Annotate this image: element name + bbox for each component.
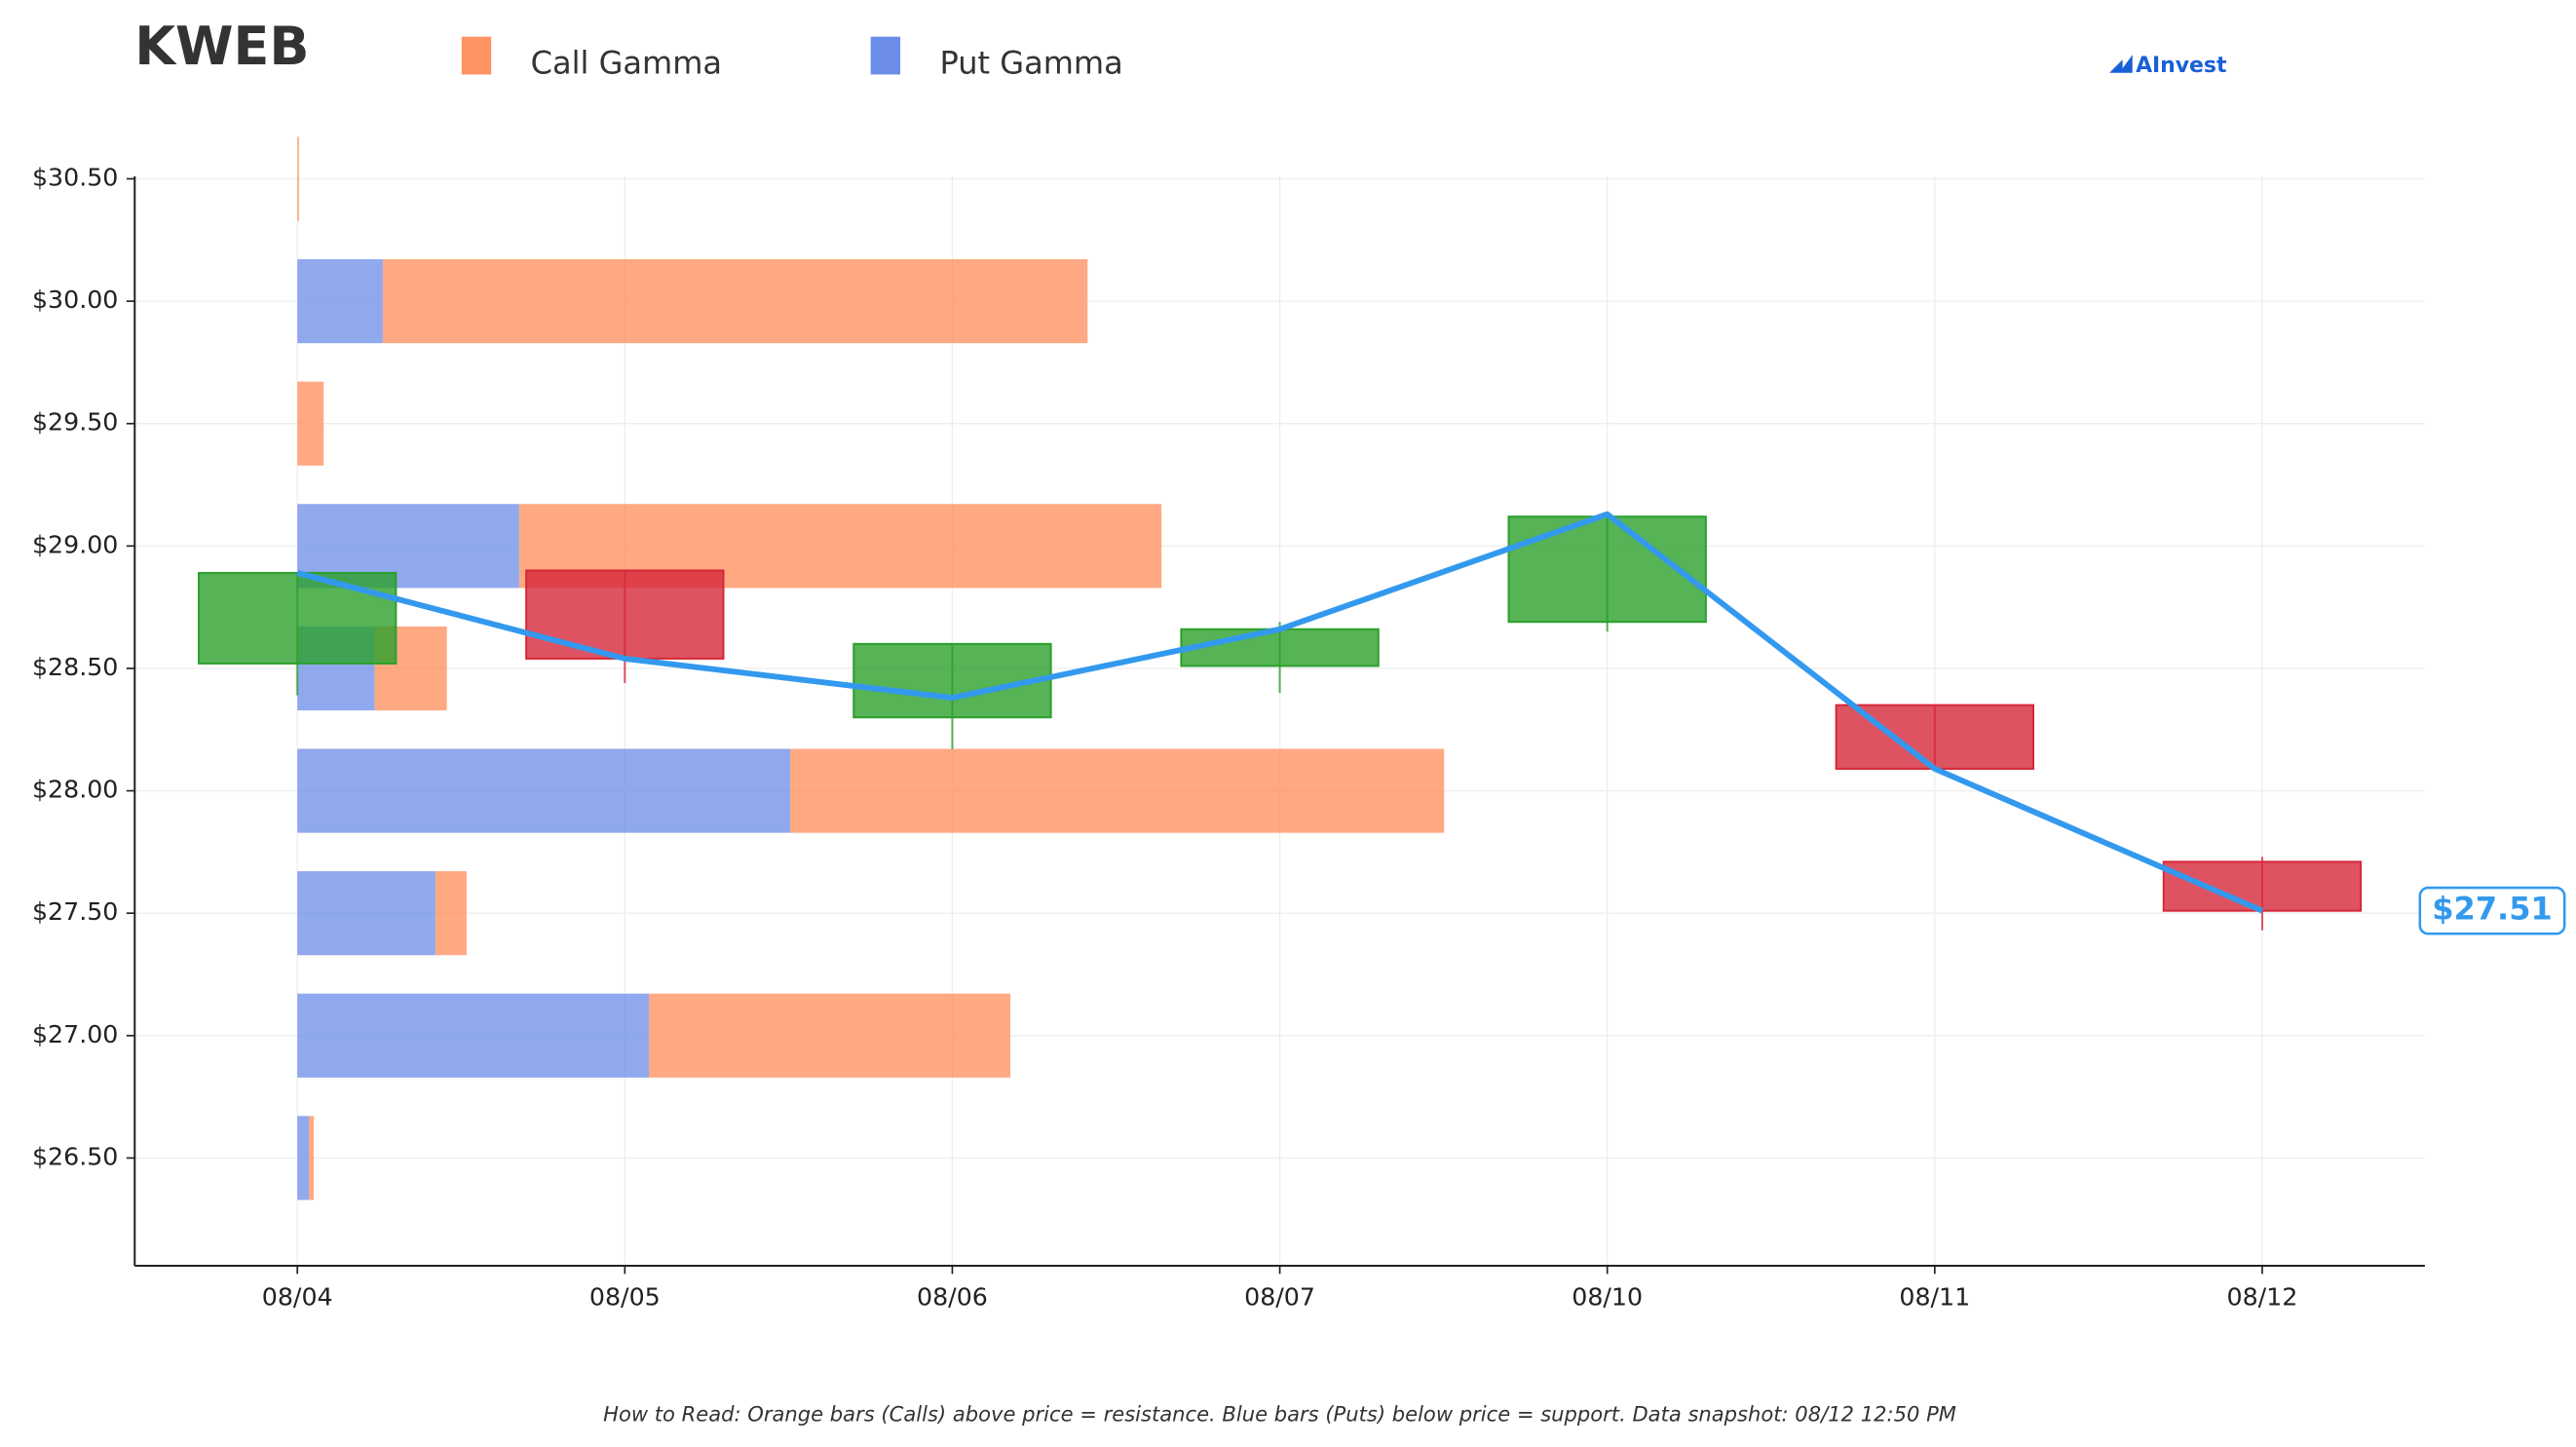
candle-body: [1180, 628, 1380, 667]
call-gamma-bar: [297, 381, 324, 466]
last-price-label: $27.51: [2432, 891, 2553, 928]
x-tick-label: 08/06: [917, 1283, 988, 1312]
call-gamma-bar: [649, 993, 1011, 1078]
put-gamma-bar: [297, 993, 650, 1078]
footnote: How to Read: Orange bars (Calls) above p…: [603, 1401, 1956, 1426]
x-tick-label: 08/11: [1899, 1283, 1970, 1312]
y-tick-label: $30.00: [32, 286, 118, 314]
x-tick-label: 08/12: [2227, 1283, 2298, 1312]
legend-label: Put Gamma: [940, 44, 1123, 81]
call-gamma-bar: [297, 136, 299, 221]
x-tick-label: 08/05: [589, 1283, 661, 1312]
put-gamma-bar: [297, 871, 436, 956]
candle-body: [525, 569, 725, 660]
put-gamma-bar: [297, 1116, 310, 1200]
logo: AInvest: [2136, 54, 2226, 78]
candle-body: [2162, 860, 2363, 912]
y-tick-label: $26.50: [32, 1142, 118, 1170]
call-gamma-bar: [790, 748, 1445, 833]
y-tick-label: $29.50: [32, 408, 118, 437]
y-tick-label: $29.00: [32, 530, 118, 558]
candle-body: [852, 642, 1052, 719]
call-gamma-bar: [309, 1116, 315, 1200]
x-tick-label: 08/07: [1244, 1283, 1315, 1312]
candle-body: [1507, 515, 1707, 624]
price-line: [296, 511, 2264, 914]
legend-swatch: [870, 36, 901, 75]
legend-label: Call Gamma: [531, 44, 722, 81]
y-tick-label: $30.50: [32, 163, 118, 191]
y-tick-label: $28.50: [32, 653, 118, 681]
call-gamma-bar: [382, 259, 1088, 344]
y-tick-label: $28.00: [32, 776, 118, 804]
x-tick-label: 08/04: [262, 1283, 333, 1312]
call-gamma-bar: [435, 871, 467, 956]
legend-swatch: [461, 36, 492, 75]
put-gamma-bar: [297, 748, 791, 833]
last-price-box: [2418, 886, 2566, 935]
logo-icon: [2109, 55, 2133, 73]
candle-body: [198, 571, 398, 665]
y-tick-label: $27.00: [32, 1020, 118, 1048]
y-tick-label: $27.50: [32, 897, 118, 926]
chart-title: KWEB: [134, 16, 309, 77]
put-gamma-bar: [297, 259, 383, 344]
x-tick-label: 08/10: [1572, 1283, 1643, 1312]
